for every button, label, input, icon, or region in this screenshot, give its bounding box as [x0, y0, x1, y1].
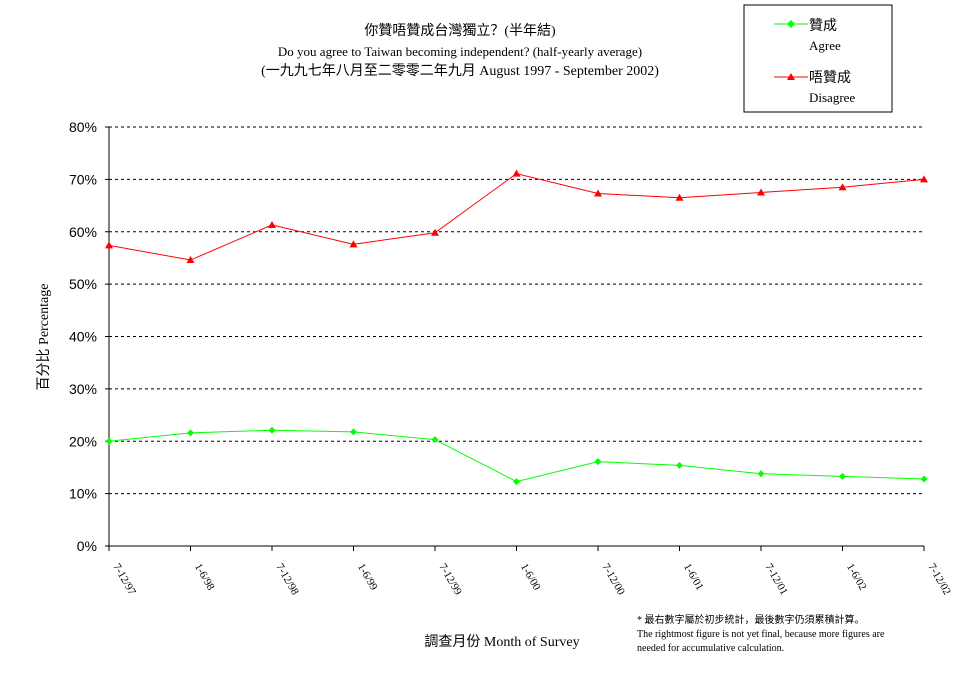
grid-lines: [109, 126, 924, 495]
legend-marker-disagree: [787, 73, 795, 80]
data-point-agree: [268, 426, 276, 434]
x-tick-label: 1-6/02: [844, 562, 869, 593]
data-point-agree: [187, 429, 194, 437]
data-point-disagree: [186, 256, 195, 264]
data-point-agree: [105, 437, 113, 445]
data-point-disagree: [675, 193, 684, 201]
chart-title-en: Do you agree to Taiwan becoming independ…: [277, 44, 643, 59]
data-point-disagree: [757, 188, 765, 196]
data-point-agree: [839, 472, 846, 480]
data-point-agree: [431, 436, 439, 444]
data-point-disagree: [105, 241, 113, 249]
y-tick-label: 80%: [69, 119, 97, 135]
x-tick-label: 7-12/00: [599, 562, 627, 598]
data-point-agree: [350, 428, 357, 436]
y-tick-label: 70%: [69, 171, 97, 187]
x-axis-label: 調查月份 Month of Survey: [424, 634, 579, 650]
y-tick-label: 40%: [69, 329, 97, 345]
x-tick-label: 7-12/98: [273, 562, 301, 598]
legend-label-agree-zh: 贊成: [809, 18, 837, 34]
data-point-disagree: [838, 183, 847, 191]
data-point-disagree: [594, 189, 602, 197]
y-tick-label: 20%: [69, 433, 97, 449]
y-tick-label: 50%: [69, 276, 97, 292]
x-tick-label: 7-12/01: [762, 562, 790, 598]
data-point-agree: [757, 470, 765, 478]
series-line-disagree: [108, 173, 925, 261]
legend-marker-agree: [787, 20, 795, 28]
x-tick-label: 1-6/00: [518, 562, 543, 593]
data-point-agree: [513, 478, 520, 486]
x-tick-label: 1-6/99: [355, 562, 380, 593]
footnote: * 最右數字屬於初步統計，最後數字仍須累積計算。 The rightmost f…: [637, 614, 967, 656]
footnote-en-2: needed for accumulative calculation.: [637, 643, 785, 654]
data-point-disagree: [268, 220, 276, 228]
chart-title-zh: 你贊唔贊成台灣獨立？(半年結): [364, 24, 556, 39]
data-point-agree: [594, 458, 602, 466]
footnote-en-1: The rightmost figure is not yet final, b…: [637, 629, 885, 640]
x-tick-label: 7-12/99: [436, 562, 464, 598]
x-tick-label: 7-12/97: [110, 562, 138, 598]
y-tick-label: 30%: [69, 381, 97, 397]
series-group: [105, 169, 928, 486]
data-point-disagree: [920, 175, 928, 183]
chart-title-block: 你贊唔贊成台灣獨立？(半年結) Do you agree to Taiwan b…: [160, 22, 760, 82]
chart-subtitle: (一九九七年八月至二零零二年九月 August 1997 - September…: [261, 64, 659, 79]
axes: [105, 126, 925, 551]
x-tick-labels: 7-12/97 1-6/98 7-12/98 1-6/99 7-12/99 1-6/00 7…: [110, 562, 953, 598]
y-tick-label: 60%: [69, 224, 97, 240]
y-tick-label: 0%: [77, 538, 97, 554]
x-tick-label: 1-6/98: [192, 562, 217, 593]
footnote-zh: * 最右數字屬於初步統計，最後數字仍須累積計算。: [637, 615, 865, 626]
data-point-disagree: [349, 240, 358, 248]
legend: 贊成 Agree 唔贊成 Disagree: [743, 4, 893, 113]
legend-label-disagree-en: Disagree: [809, 90, 855, 105]
y-tick-labels: 0% 10% 20% 30% 40% 50% 60% 70% 80%: [69, 119, 97, 554]
x-tick-label: 7-12/02: [925, 562, 953, 598]
legend-label-disagree-zh: 唔贊成: [809, 70, 851, 86]
x-tick-label: 1-6/01: [681, 562, 706, 593]
data-point-disagree: [431, 228, 439, 236]
data-point-disagree: [512, 169, 521, 177]
series-line-agree: [108, 429, 925, 483]
data-point-agree: [676, 461, 683, 469]
y-axis-label: 百分比 Percentage: [36, 284, 52, 391]
legend-label-agree-en: Agree: [809, 38, 841, 53]
y-tick-label: 10%: [69, 486, 97, 502]
data-point-agree: [920, 475, 928, 483]
